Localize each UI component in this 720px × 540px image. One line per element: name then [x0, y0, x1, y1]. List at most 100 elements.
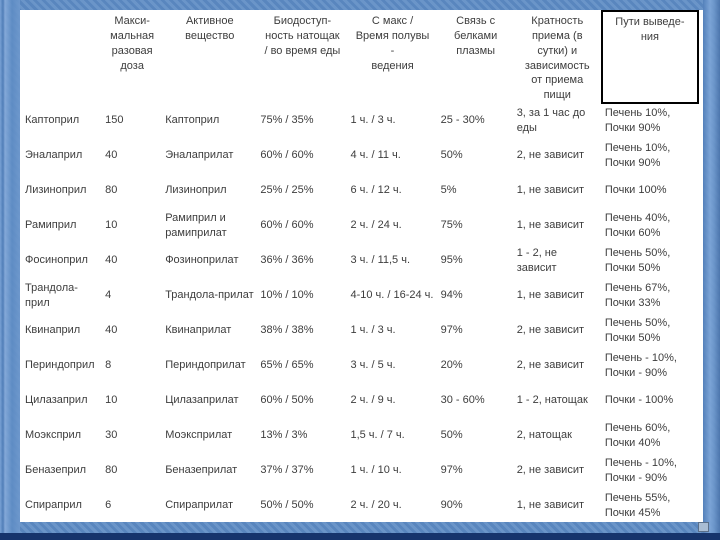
cell-drug-name: Периндоприл — [25, 359, 95, 372]
slide-surface: Макси- мальная разовая доза Активное вещ… — [20, 9, 703, 523]
cell-frequency: 1 - 2, натощак — [516, 394, 588, 407]
corner-notch — [698, 522, 709, 532]
cell-active-substance: Квинаприлат — [165, 324, 232, 337]
cell-cmax-halflife: 2 ч. / 9 ч. — [350, 394, 396, 407]
cell-drug-name: Фосиноприл — [25, 254, 88, 267]
cell-elimination: Печень 55%, Почки 45% — [604, 491, 671, 519]
cell-elimination: Печень 60%, Почки 40% — [604, 421, 671, 449]
cell-active-substance: Цилазаприлат — [165, 394, 239, 407]
cell-bioavailability: 65% / 65% — [260, 359, 314, 372]
cell-elimination: Печень 67%, Почки 33% — [604, 281, 671, 309]
bottom-band — [0, 533, 720, 540]
cell-bioavailability: 50% / 50% — [260, 499, 314, 512]
cell-max-dose: 6 — [105, 499, 112, 512]
cell-cmax-halflife: 1 ч. / 3 ч. — [350, 324, 396, 337]
cell-protein-binding: 95% — [440, 254, 463, 267]
cell-drug-name: Каптоприл — [25, 114, 80, 127]
cell-active-substance: Периндоприлат — [165, 359, 246, 372]
cell-frequency: 1, не зависит — [516, 289, 584, 302]
col-header-active-substance: Активное вещество — [185, 15, 235, 42]
cell-max-dose: 80 — [105, 464, 118, 477]
cell-drug-name: Квинаприл — [25, 324, 81, 337]
cell-max-dose: 10 — [105, 394, 118, 407]
cell-bioavailability: 38% / 38% — [260, 324, 314, 337]
cell-max-dose: 10 — [105, 219, 118, 232]
cell-bioavailability: 36% / 36% — [260, 254, 314, 267]
cell-frequency: 2, натощак — [516, 429, 572, 442]
cell-protein-binding: 5% — [440, 184, 457, 197]
cell-cmax-halflife: 2 ч. / 20 ч. — [350, 499, 402, 512]
cell-active-substance: Спираприлат — [165, 499, 234, 512]
cell-protein-binding: 75% — [440, 219, 463, 232]
table-row: Лизиноприл 80 Лизиноприл 25% / 25% 6 ч. / 12… — [22, 173, 698, 208]
cell-elimination: Почки 100% — [604, 184, 667, 197]
cell-frequency: 2, не зависит — [516, 149, 584, 162]
cell-max-dose: 30 — [105, 429, 118, 442]
cell-max-dose: 150 — [105, 114, 124, 127]
cell-bioavailability: 60% / 60% — [260, 149, 314, 162]
cell-drug-name: Эналаприл — [25, 149, 83, 162]
cell-bioavailability: 13% / 3% — [260, 429, 308, 442]
cell-frequency: 2, не зависит — [516, 464, 584, 477]
cell-max-dose: 40 — [105, 149, 118, 162]
cell-frequency: 1, не зависит — [516, 499, 584, 512]
table-row: Моэксприл 30 Моэксприлат 13% / 3% 1,5 ч. / 7… — [22, 418, 698, 453]
table-row: Спираприл 6 Спираприлат 50% / 50% 2 ч. / 20 … — [22, 488, 698, 523]
cell-max-dose: 40 — [105, 254, 118, 267]
cell-max-dose: 8 — [105, 359, 112, 372]
cell-cmax-halflife: 2 ч. / 24 ч. — [350, 219, 402, 232]
cell-active-substance: Фозиноприлат — [165, 254, 239, 267]
col-header-elimination: Пути выведе- ния — [600, 9, 700, 105]
table-row: Эналаприл 40 Эналаприлат 60% / 60% 4 ч. / 11… — [22, 138, 698, 173]
cell-active-substance: Беназеприлат — [165, 464, 238, 477]
cell-protein-binding: 97% — [440, 324, 463, 337]
cell-elimination: Печень 10%, Почки 90% — [604, 107, 671, 135]
slide-left-border — [0, 0, 20, 533]
cell-cmax-halflife: 1 ч. / 10 ч. — [350, 464, 402, 477]
cell-drug-name: Беназеприл — [25, 464, 87, 477]
cell-protein-binding: 90% — [440, 499, 463, 512]
col-header-bioavailability: Биодоступ- ность натощак / во время еды — [264, 15, 341, 57]
cell-elimination: Печень - 10%, Почки - 90% — [604, 456, 677, 484]
cell-elimination: Печень 50%, Почки 50% — [604, 316, 671, 344]
cell-bioavailability: 75% / 35% — [260, 114, 314, 127]
cell-max-dose: 40 — [105, 324, 118, 337]
cell-elimination: Печень 50%, Почки 50% — [604, 246, 671, 274]
cell-protein-binding: 30 - 60% — [440, 394, 485, 407]
col-header-max-dose: Макси- мальная разовая доза — [110, 15, 155, 72]
cell-elimination: Печень 10%, Почки 90% — [604, 141, 671, 169]
cell-drug-name: Рамиприл — [25, 219, 77, 232]
table-header-row: Макси- мальная разовая доза Активное вещ… — [22, 9, 700, 105]
cell-elimination: Печень - 10%, Почки - 90% — [604, 351, 677, 379]
cell-active-substance: Моэксприлат — [165, 429, 233, 442]
cell-cmax-halflife: 3 ч. / 11,5 ч. — [350, 254, 411, 267]
col-header-drug — [22, 11, 102, 103]
cell-drug-name: Трандола-прил — [25, 281, 78, 309]
cell-protein-binding: 20% — [440, 359, 463, 372]
cell-frequency: 1, не зависит — [516, 219, 584, 232]
slide-right-border — [703, 0, 720, 533]
cell-active-substance: Эналаприлат — [165, 149, 234, 162]
table-row: Квинаприл 40 Квинаприлат 38% / 38% 1 ч. / 3 … — [22, 313, 698, 348]
table-row: Цилазаприл 10 Цилазаприлат 60% / 50% 2 ч. / … — [22, 383, 698, 418]
cell-cmax-halflife: 3 ч. / 5 ч. — [350, 359, 396, 372]
table-row: Каптоприл 150 Каптоприл 75% / 35% 1 ч. / 3 ч… — [22, 103, 698, 138]
cell-active-substance: Лизиноприл — [165, 184, 227, 197]
cell-bioavailability: 60% / 60% — [260, 219, 314, 232]
table-row: Периндоприл 8 Периндоприлат 65% / 65% 3 ч. /… — [22, 348, 698, 383]
cell-protein-binding: 25 - 30% — [440, 114, 485, 127]
cell-cmax-halflife: 1 ч. / 3 ч. — [350, 114, 396, 127]
cell-cmax-halflife: 1,5 ч. / 7 ч. — [350, 429, 405, 442]
cell-max-dose: 80 — [105, 184, 118, 197]
cell-cmax-halflife: 6 ч. / 12 ч. — [350, 184, 402, 197]
cell-frequency: 3, за 1 час до еды — [516, 106, 586, 134]
cell-elimination: Печень 40%, Почки 60% — [604, 211, 671, 239]
cell-protein-binding: 94% — [440, 289, 463, 302]
cell-frequency: 2, не зависит — [516, 359, 584, 372]
cell-drug-name: Моэксприл — [25, 429, 82, 442]
cell-protein-binding: 50% — [440, 149, 463, 162]
cell-active-substance: Рамиприл и рамиприлат — [165, 211, 227, 239]
cell-active-substance: Трандола-прилат — [165, 289, 254, 302]
table-body: Каптоприл 150 Каптоприл 75% / 35% 1 ч. / 3 ч… — [22, 103, 698, 523]
